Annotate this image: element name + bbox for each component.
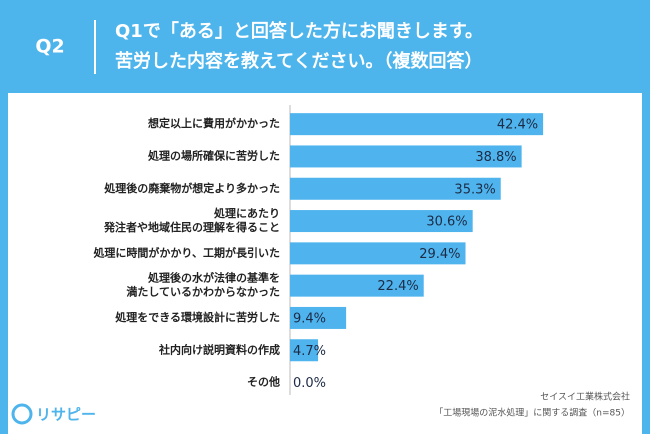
category-label: 処理にあたり発注者や地域住民の理解を得ること [103, 206, 280, 234]
category-label: 処理後の廃棄物が想定より多かった [103, 181, 280, 195]
value-label: 29.4% [419, 247, 460, 262]
bar [290, 242, 466, 265]
bar [290, 306, 347, 329]
value-label: 38.8% [475, 150, 516, 165]
source-company: セイスイ工業株式会社 [540, 391, 630, 403]
title-line: 苦労した内容を教えてください。（複数回答） [115, 50, 483, 72]
bar [290, 177, 501, 200]
source-survey: 「工場現場の泥水処理」に関する調査（n=85） [434, 407, 630, 419]
title-line: Q1で「ある」と回答した方にお聞きします。 [115, 20, 483, 42]
bar [290, 339, 319, 362]
category-label: 処理に時間がかかり、工期が長引いた [92, 245, 280, 259]
question-label: Q2 [35, 36, 64, 58]
category-label: その他 [247, 375, 280, 389]
bar [290, 145, 522, 168]
category-label: 処理をできる環境設計に苦労した [114, 310, 280, 324]
value-label: 42.4% [497, 118, 538, 133]
logo-icon [11, 403, 33, 425]
value-label: 9.4% [293, 311, 326, 326]
bar [290, 210, 473, 233]
category-label: 想定以上に費用がかかった [147, 116, 280, 130]
value-label: 0.0% [293, 376, 326, 391]
bar [290, 274, 424, 297]
value-label: 30.6% [426, 215, 467, 230]
value-label: 35.3% [454, 182, 495, 197]
value-label: 4.7% [293, 344, 326, 359]
logo: リサピー [36, 406, 96, 424]
category-label: 処理の場所確保に苦労した [147, 148, 280, 162]
category-label: 社内向け説明資料の作成 [158, 342, 280, 356]
category-label: 処理後の水が法律の基準を満たしているかわからなかった [126, 271, 280, 299]
value-label: 22.4% [377, 279, 418, 294]
bar [290, 113, 544, 136]
